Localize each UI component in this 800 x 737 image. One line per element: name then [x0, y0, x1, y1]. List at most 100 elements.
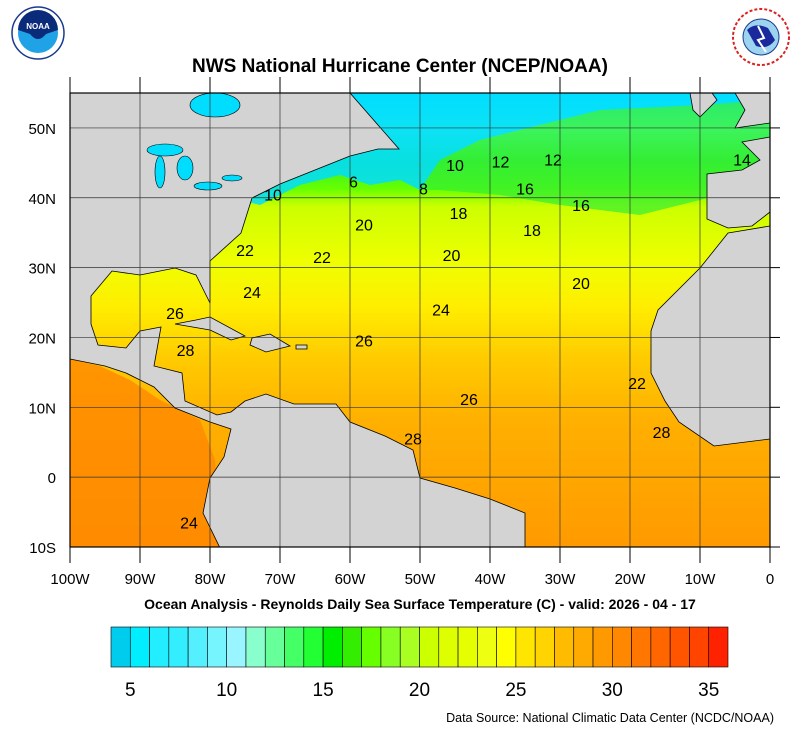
lon-tick-label: 10W	[685, 571, 717, 588]
colorbar-cell	[110, 626, 131, 668]
contour-label: 24	[243, 285, 261, 302]
svg-text:NOAA: NOAA	[26, 22, 50, 31]
colorbar-tick-label: 10	[216, 680, 237, 701]
noaa-logo: NOAA	[11, 6, 65, 60]
colorbar-cell	[361, 626, 382, 668]
lon-tick-label: 80W	[195, 571, 227, 588]
colorbar-cell	[149, 626, 170, 668]
lat-tick-label: 40N	[28, 191, 56, 208]
contour-label: 24	[180, 516, 198, 533]
colorbar-cell	[669, 626, 690, 668]
colorbar-cell	[322, 626, 343, 668]
contour-label: 28	[653, 425, 671, 442]
lon-tick-label: 60W	[335, 571, 367, 588]
contour-label: 10	[446, 158, 464, 175]
colorbar-cell	[226, 626, 247, 668]
colorbar-cell	[534, 626, 555, 668]
contour-label: 10	[264, 187, 282, 204]
colorbar-cell	[168, 626, 189, 668]
contour-label: 26	[355, 333, 373, 350]
colorbar-tick-label: 5	[125, 680, 136, 701]
colorbar-cell	[342, 626, 362, 668]
colorbar-tick-label: 30	[602, 680, 623, 701]
map-subtitle: Ocean Analysis - Reynolds Daily Sea Surf…	[144, 596, 696, 612]
colorbar-cell	[554, 626, 575, 668]
green-band	[420, 100, 770, 215]
colorbar-cell	[399, 626, 420, 668]
colorbar-tick-label: 35	[698, 680, 719, 701]
colorbar-cell	[380, 626, 401, 668]
colorbar-cell	[245, 626, 266, 668]
colorbar-cell	[650, 626, 671, 668]
colorbar-cell	[129, 626, 150, 668]
contour-label: 20	[355, 217, 373, 234]
lat-tick-label: 20N	[28, 330, 56, 347]
colorbar-cell	[708, 626, 729, 668]
colorbar-cell	[264, 626, 285, 668]
africa-land	[650, 225, 770, 447]
lat-tick-label: 10S	[29, 540, 56, 557]
colorbar-cell	[612, 626, 632, 668]
colorbar-cell	[187, 626, 208, 668]
contour-label: 22	[236, 243, 254, 260]
lat-tick-label: 50N	[28, 121, 56, 138]
colorbar-tick-label: 20	[409, 680, 430, 701]
contour-label: 20	[443, 248, 461, 265]
colorbar: 5 10 15 20 25 30 35	[110, 626, 729, 701]
contour-label: 26	[460, 392, 478, 409]
contour-label: 12	[492, 154, 510, 171]
colorbar-tick-label: 15	[313, 680, 334, 701]
contour-label: 26	[166, 306, 184, 323]
colorbar-cell	[419, 626, 440, 668]
contour-label: 6	[349, 175, 358, 192]
lon-tick-label: 100W	[50, 571, 90, 588]
contour-label: 18	[450, 206, 468, 223]
lon-tick-label: 70W	[265, 571, 297, 588]
colorbar-tick-label: 25	[505, 680, 526, 701]
iberia-france-land	[706, 136, 770, 229]
map-axes: 100W 90W 80W 70W 60W 50W 40W 30W 20W 10W 0 50N 40N 30…	[28, 77, 780, 588]
colorbar-cell	[592, 626, 613, 668]
data-source-note: Data Source: National Climatic Data Cent…	[446, 711, 774, 725]
lat-tick-label: 30N	[28, 261, 56, 278]
lat-tick-label: 0	[48, 470, 56, 487]
contour-label: 28	[177, 343, 195, 360]
colorbar-cell	[573, 626, 594, 668]
contour-label: 12	[544, 152, 562, 169]
gridlines	[70, 93, 770, 547]
contour-label: 8	[419, 182, 428, 199]
colorbar-cell	[457, 626, 478, 668]
contour-label: 20	[572, 276, 590, 293]
americas-land	[70, 93, 526, 547]
colorbar-cell	[515, 626, 536, 668]
lon-tick-label: 20W	[615, 571, 647, 588]
page-title: NWS National Hurricane Center (NCEP/NOAA…	[192, 56, 608, 77]
colorbar-cell	[303, 626, 324, 668]
contour-label: 14	[733, 152, 751, 169]
nws-logo	[732, 8, 790, 66]
map-area: 10 6 8 10 12 12 14 16 16 18 18 20 20 20 22 22 24 24 26 26 26…	[70, 93, 770, 547]
colorbar-cell	[477, 626, 497, 668]
puerto-rico-land	[295, 344, 308, 350]
warm-pacific-water	[70, 359, 220, 547]
lon-tick-label: 0	[766, 571, 774, 588]
contour-label: 24	[432, 303, 450, 320]
contour-label: 22	[313, 250, 331, 267]
lat-tick-label: 10N	[28, 400, 56, 417]
land-masses	[70, 93, 770, 547]
contour-label: 16	[516, 182, 534, 199]
colorbar-cell	[438, 626, 459, 668]
contour-labels: 10 6 8 10 12 12 14 16 16 18 18 20 20 20 22 22 24 24 26 26 26…	[166, 152, 751, 532]
contour-label: 22	[628, 376, 646, 393]
contour-label: 16	[572, 198, 590, 215]
britain-land	[734, 93, 770, 129]
lon-tick-label: 50W	[405, 571, 437, 588]
great-lakes	[146, 93, 243, 191]
lon-tick-label: 90W	[125, 571, 157, 588]
contour-label: 18	[523, 223, 541, 240]
colorbar-cell	[496, 626, 517, 668]
lon-tick-label: 30W	[545, 571, 577, 588]
contour-label: 28	[404, 432, 422, 449]
colorbar-cell	[207, 626, 227, 668]
